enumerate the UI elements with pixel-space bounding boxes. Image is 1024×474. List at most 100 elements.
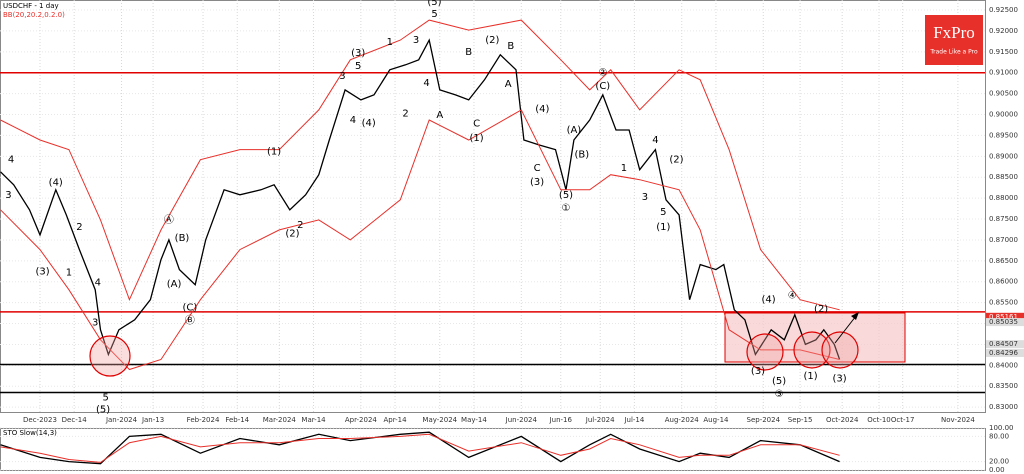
y-tick-label: 0.88000 [989,194,1018,202]
x-tick-label: Apr-2024 [345,416,378,424]
y-tick-label: 0.91500 [989,48,1018,56]
wave-label: 4 [652,135,658,146]
x-tick-label: Mar-2024 [263,416,297,424]
wave-label: (A) [167,279,182,290]
wave-label: 4 [8,155,14,166]
wave-label: C [534,163,541,174]
wave-label: 5 [355,61,361,72]
wave-label: (1) [470,133,484,144]
wave-label: 4 [350,115,356,126]
wave-label: (2) [485,35,499,46]
wave-label: 1 [387,37,393,48]
y-tick-label: 0.89000 [989,152,1018,160]
y-tick-label: 0.89500 [989,131,1018,139]
circle [793,331,831,369]
logo-brand: FxPro [933,23,975,42]
price-label: 0.84507 [989,340,1018,348]
wave-label: 2 [76,222,82,233]
x-tick-label: Jun-16 [549,416,573,424]
wave-label: 4 [95,278,101,289]
wave-label: (3) [351,48,365,59]
x-tick-label: Feb-14 [225,416,249,424]
y-tick-label: 0.92000 [989,27,1018,35]
series-line [0,38,841,360]
wave-label: 3 [5,190,11,201]
y-tick-label: 0.83500 [989,382,1018,390]
price-label-box [986,312,1024,321]
y-tick-label: 0.86000 [989,278,1018,286]
price-label: 0.85035 [989,318,1018,326]
wave-label: A [436,110,443,121]
wave-label: ② [598,68,607,79]
y-tick-label: 100.00 [989,424,1014,432]
wave-label: (3) [36,267,50,278]
wave-label: (5) [96,405,110,416]
x-tick-label: Aug-14 [703,416,729,424]
series-line [0,431,840,465]
wave-label: (A) [567,125,582,136]
wave-label: (1) [804,371,818,382]
wave-label: 5 [103,393,109,404]
data-layer [0,19,985,465]
wave-label: 3 [413,35,419,46]
x-tick-label: Jun-2024 [505,416,538,424]
wave-label: (5) [772,376,786,387]
x-tick-label: Sep-2024 [747,416,781,424]
x-tick-label: Oct-17 [891,416,915,424]
wave-label: 5 [660,207,666,218]
logo [925,15,983,65]
oscillator-title: STO Slow(14,3) [3,429,57,437]
wave-label: (3) [530,177,544,188]
x-tick-label: Dec-14 [62,416,88,424]
logo-slogan: Trade Like a Pro [929,49,978,56]
y-tick-label: 0.85500 [989,299,1018,307]
arrow-head [851,312,859,320]
y-tick-label: 0.92500 [989,6,1018,14]
x-tick-label: Jan-2024 [105,416,138,424]
wave-label: (4) [761,295,775,306]
chart-title: USDCHF - 1 day [3,2,59,10]
grid-layer [0,0,985,471]
chart-subtitle: BB(20,20.2,0.2.0) [3,11,65,19]
wave-label: (C) [183,303,198,314]
series-line [0,109,840,371]
wave-label: (B) [175,233,190,244]
wave-label: (5) [427,0,441,8]
y-tick-label: 20.00 [989,458,1009,466]
circle [821,331,859,369]
price-label: 0.84296 [989,349,1018,357]
circle [746,333,784,371]
wave-label: (5) [559,190,573,201]
price-label-box [986,340,1024,349]
wave-label: (B) [574,150,589,161]
x-tick-label: May-14 [461,416,487,424]
wave-label: ④ [788,291,797,302]
x-tick-label: Sep-15 [788,416,813,424]
y-tick-label: 0.84000 [989,361,1018,369]
wave-label: 3 [339,71,345,82]
x-tick-label: May-2024 [422,416,457,424]
arrow [834,312,859,344]
x-tick-label: Mar-14 [301,416,326,424]
wave-label: 1 [66,268,72,279]
wave-label: 2 [297,220,303,231]
y-tick-label: 0.91000 [989,69,1018,77]
x-tick-label: Apr-14 [383,416,407,424]
wave-label: C [473,119,480,130]
y-tick-label: 0.87000 [989,236,1018,244]
price-label-box [986,318,1024,327]
highlight-circles [89,331,859,377]
y-tick-label: 0.00 [989,466,1005,474]
wave-label: B [507,41,514,52]
wave-label: 1 [621,163,627,174]
wave-label: (2) [669,155,683,166]
y-tick-label: 0.90500 [989,90,1018,98]
wave-label: (3) [832,374,846,385]
wave-label: (4) [535,104,549,115]
wave-label: 4 [423,78,429,89]
y-tick-label: 0.86500 [989,257,1018,265]
y-tick-label: 80.00 [989,432,1009,440]
price-label-box [986,348,1024,357]
x-tick-label: Aug-2024 [665,416,700,424]
